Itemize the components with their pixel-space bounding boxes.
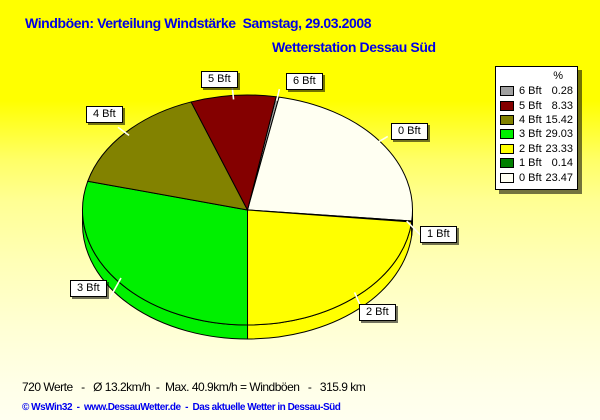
legend-value: 23.33 [545,142,573,155]
legend-percent-header: % [553,70,563,82]
pie-label-1bft: 1 Bft [420,226,457,243]
pie-tick-1-bft [406,220,423,237]
legend-label: 5 Bft [519,99,542,112]
pie-label-0bft: 0 Bft [391,123,428,140]
legend-label: 3 Bft [519,128,542,141]
credit-app: © WsWin32 - [22,402,84,413]
pie-tick-5-bft [231,87,235,100]
legend-rows: 6 Bft 0.28 5 Bft 8.33 4 Bft 15.42 3 Bft 29.03 2 … [500,84,573,185]
credit-url: www.DessauWetter.de [83,402,181,413]
legend-value: 0.14 [551,157,573,170]
legend-label: 2 Bft [519,142,542,155]
chart-title: Windböen: Verteilung Windstärke Samstag,… [25,15,372,31]
legend-row: 6 Bft 0.28 [500,84,573,98]
legend-value: 23.47 [545,171,573,184]
legend-row: 1 Bft 0.14 [500,156,573,170]
legend-label: 6 Bft [519,85,542,98]
legend-row: 4 Bft 15.42 [500,113,573,127]
legend-value: 15.42 [545,113,573,126]
pie-slice-2-bft [247,209,413,326]
legend-row: 5 Bft 8.33 [500,98,573,112]
pie-tick-6-bft [275,88,281,102]
legend-swatch-6-bft [500,86,514,97]
station-subtitle: Wetterstation Dessau Süd [272,39,436,55]
stats-line: 720 Werte - Ø 13.2km/h - Max. 40.9km/h =… [22,380,366,394]
pie-tick-3-bft [108,277,122,300]
legend-label: 0 Bft [519,171,542,184]
pie-label-3bft: 3 Bft [70,280,107,297]
legend-swatch-3-bft [500,129,514,140]
legend-row: 2 Bft 23.33 [500,142,573,156]
pie-tick-0-bft [375,135,389,145]
legend-value: 29.03 [545,128,573,141]
pie-tick-4-bft [117,126,130,137]
legend-swatch-1-bft [500,158,514,169]
legend-value: 8.33 [551,99,573,112]
legend-row: 0 Bft 23.47 [500,170,573,184]
legend-swatch-2-bft [500,143,514,154]
legend-box: % 6 Bft 0.28 5 Bft 8.33 4 Bft 15.42 3 Bft 29.03… [495,66,578,190]
pie-label-2bft: 2 Bft [359,304,396,321]
legend-swatch-5-bft [500,100,514,111]
pie-slice-3-bft [82,180,249,326]
legend-swatch-0-bft [500,172,514,183]
legend-label: 4 Bft [519,113,542,126]
legend-row: 3 Bft 29.03 [500,127,573,141]
legend-label: 1 Bft [519,157,542,170]
credit-text: - Das aktuelle Wetter in Dessau-Süd [180,402,341,413]
legend-value: 0.28 [551,85,573,98]
credit-line: © WsWin32 - www.DessauWetter.de - Das ak… [22,402,341,413]
legend-swatch-4-bft [500,114,514,125]
pie-label-4bft: 4 Bft [86,106,123,123]
pie-label-5bft: 5 Bft [201,71,238,88]
pie-label-6bft: 6 Bft [286,73,323,90]
